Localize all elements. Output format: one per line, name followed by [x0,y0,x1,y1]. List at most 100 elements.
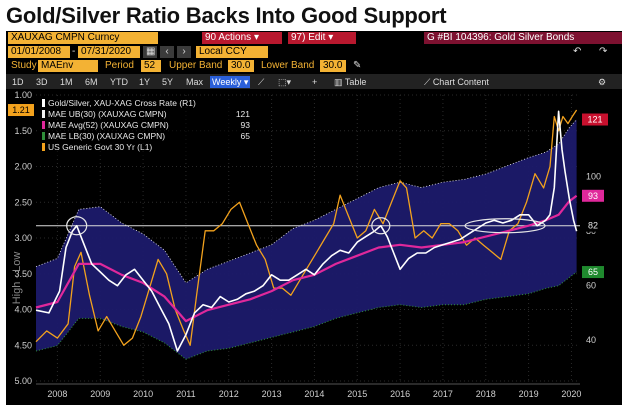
x-tick-label: 2016 [390,389,410,399]
chevron-right-icon[interactable]: › [177,46,191,58]
gold-silver-ratio-line [35,110,578,352]
left-tick-label: 4.50 [14,340,32,350]
chevron-down-icon: ▾ [253,32,259,43]
line-chart-icon[interactable]: ⟋ [258,77,265,87]
redo-icon[interactable]: ↷ [599,46,608,57]
bond-yield-line [35,109,578,346]
tab-1d[interactable]: 1D [12,77,24,87]
tab-1y[interactable]: 1Y [139,77,151,87]
tab-6m[interactable]: 6M [85,77,98,87]
support-ellipse [371,217,391,235]
table-label: Table [344,77,367,87]
tab-5y[interactable]: 5Y [162,77,174,87]
chart-legend: Gold/Silver, XAU-XAG Cross Rate (R1)MAE … [38,97,256,159]
bond-last-label: 1.21 [12,105,30,115]
edit-label: 97) Edit [291,32,326,43]
left-tick-label: 5.00 [14,376,32,386]
bloomberg-terminal-panel: XAUXAG CMPN Curncy 90 Actions ▾ 97) Edit… [6,31,622,405]
left-tick-label: 1.50 [14,126,32,136]
tab-3d[interactable]: 3D [36,77,48,87]
chevron-left-icon[interactable]: ‹ [160,46,174,58]
left-tick-label: 2.00 [14,162,32,172]
right-tick-label: 40 [586,335,596,345]
tab-max[interactable]: Max [186,77,204,87]
table-button[interactable]: ▥ Table [334,77,367,87]
lower-band-field[interactable]: 30.0 [320,60,346,72]
undo-icon[interactable]: ↶ [573,46,582,57]
reference-last-label-box [582,219,604,232]
start-date-field[interactable]: 01/01/2008 [8,46,70,58]
x-tick-label: 2013 [262,389,282,399]
chart-type-icon[interactable]: ⬚▾ [278,77,292,87]
calendar-icon[interactable]: ▦ [143,46,157,58]
period-label: Period [105,60,134,71]
legend-entry: MAE LB(30) (XAUXAG CMPN) [48,131,165,141]
tab-weekly[interactable]: Weekly ▾ [210,76,251,88]
x-tick-label: 2011 [176,389,195,399]
legend-entry: Gold/Silver, XAU-XAG Cross Rate (R1) [48,98,196,108]
left-tick-label: 3.50 [14,269,32,279]
period-field[interactable]: 52 [141,60,161,72]
chart-content-button[interactable]: ⟋ Chart Content [424,77,489,87]
x-tick-label: 2008 [47,389,67,399]
legend-value: 121 [236,109,250,119]
right-tick-label: 100 [586,172,601,182]
lb-last-label-box [582,266,604,279]
ratio-last-label: 121 [587,115,602,125]
mae-band-area [36,119,577,360]
avg-last-label: 93 [588,191,598,201]
legend-swatch [42,121,45,129]
x-tick-label: 2014 [304,389,324,399]
toolbar-row-1: XAUXAG CMPN Curncy 90 Actions ▾ 97) Edit… [6,31,622,45]
legend-swatch [42,99,45,107]
currency-label: Local CCY [199,46,247,57]
toolbar-row-2: 01/01/2008 - 07/31/2020 ▦ ‹ › Local CCY … [6,45,622,59]
date-separator: - [72,46,76,57]
edit-menu-button[interactable]: 97) Edit ▾ [288,32,356,44]
support-ellipse [66,216,88,236]
bond-last-label-box [8,104,34,117]
gear-icon[interactable]: ⚙ [598,77,607,87]
upper-band-field[interactable]: 30.0 [228,60,254,72]
left-tick-label: 4.00 [14,305,32,315]
x-tick-label: 2015 [347,389,367,399]
x-tick-label: 2020 [561,389,581,399]
lower-band-label: Lower Band [261,60,315,71]
legend-swatch [42,110,45,118]
legend-entry: MAE UB(30) (XAUXAG CMPN) [48,109,167,119]
tab-1m[interactable]: 1M [60,77,73,87]
avg-last-label-box [582,189,604,202]
left-tick-label: 2.50 [14,197,32,207]
ratio-chart: 1.00 1.50 2.00 2.50 3.00 3.50 4.00 4.50 5.00 100… [6,89,622,405]
pencil-icon[interactable]: ✎ [353,60,362,71]
currency-select[interactable]: Local CCY [196,46,268,58]
tab-ytd[interactable]: YTD [110,77,128,87]
timeframe-tabs: 1D 3D 1M 6M YTD 1Y 5Y Max Weekly ▾ ⟋ ⬚▾ … [6,74,622,89]
x-tick-label: 2019 [519,389,539,399]
mae-lower-band-line [35,271,577,360]
x-tick-label: 2018 [476,389,496,399]
ticker-field[interactable]: XAUXAG CMPN Curncy [8,32,158,44]
security-description: G #BI 104396: Gold Silver Bonds [424,32,622,44]
legend-entry: US Generic Govt 30 Yr (L1) [48,142,152,152]
actions-menu-button[interactable]: 90 Actions ▾ [202,32,282,44]
toolbar-row-3: Study MAEnv Period 52 Upper Band 30.0 Lo… [6,59,622,73]
left-tick-label: 1.00 [14,90,32,100]
reference-last-label: 82 [588,221,598,231]
study-label: Study [11,60,37,71]
study-field[interactable]: MAEnv [38,60,98,72]
right-tick-label: 60 [586,281,596,291]
chevron-down-icon: ▾ [328,32,334,43]
chart-content-label: Chart Content [432,77,489,87]
legend-value: 65 [241,131,251,141]
x-tick-label: 2012 [219,389,239,399]
legend-value: 93 [241,120,251,130]
x-axis-ticks: 2008 2009 2010 2011 2012 2013 2014 2015 2016 2017… [36,383,581,399]
legend-swatch [42,132,45,140]
support-highlight-ellipses [66,216,546,236]
upper-band-label: Upper Band [169,60,223,71]
end-date-field[interactable]: 07/31/2020 [78,46,140,58]
legend-background [38,97,256,159]
plus-icon[interactable]: + [312,77,318,87]
